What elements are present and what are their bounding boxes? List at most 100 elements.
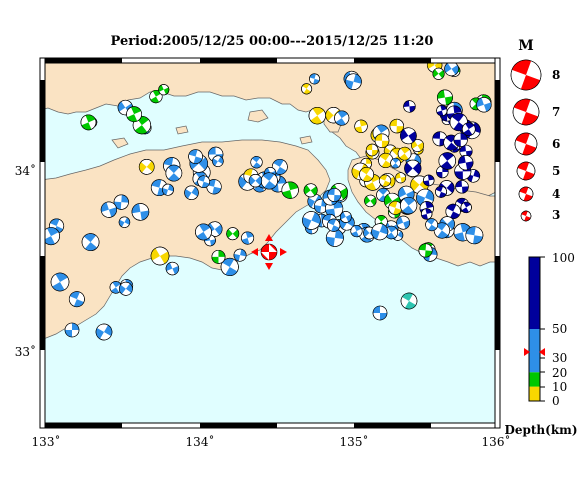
focal-mechanism-ball xyxy=(400,292,418,310)
focal-mechanism-ball xyxy=(100,201,117,218)
focal-mechanism-ball xyxy=(425,218,439,232)
focal-mechanism-ball xyxy=(188,149,203,164)
focal-mechanism-ball xyxy=(400,127,417,145)
focal-mechanism-ball xyxy=(303,183,318,198)
focal-mechanism-ball xyxy=(520,210,532,222)
focal-mechanism-ball xyxy=(436,105,448,117)
focal-mechanism-ball xyxy=(138,159,155,175)
focal-mechanism-ball xyxy=(195,223,212,241)
focal-mechanism-ball xyxy=(418,243,433,258)
focal-mechanism-ball xyxy=(184,185,199,200)
focal-mechanism-ball xyxy=(339,211,352,223)
focal-mechanism-ball xyxy=(301,83,313,95)
focal-mechanism-ball xyxy=(403,100,416,113)
lat-tick-label: 34˚ xyxy=(15,163,36,178)
focal-mechanism-layer xyxy=(42,58,492,341)
focal-mechanism-ball xyxy=(81,233,100,251)
lon-tick-label: 133˚ xyxy=(32,434,61,449)
focal-mechanism-ball xyxy=(455,180,469,194)
land-islet xyxy=(299,135,313,145)
focal-mechanism-ball xyxy=(514,132,538,156)
focal-mechanism-ball xyxy=(212,155,224,167)
focal-mechanism-ball xyxy=(158,84,170,96)
focal-mechanism-ball xyxy=(350,225,363,238)
lon-tick-label: 134˚ xyxy=(186,434,215,449)
focal-mechanism-ball xyxy=(260,172,278,190)
focal-mechanism-ball xyxy=(354,119,368,133)
depth-tick-label: 30 xyxy=(552,351,567,365)
focal-mechanism-ball xyxy=(435,185,448,198)
depth-tick-label: 10 xyxy=(552,380,567,394)
focal-mechanism-ball xyxy=(309,73,320,85)
focal-mechanism-ball xyxy=(420,208,433,220)
focal-mechanism-ball xyxy=(436,89,453,106)
lon-tick-label: 135˚ xyxy=(340,434,369,449)
focal-mechanism-ball xyxy=(423,174,435,187)
focal-mechanism-ball xyxy=(411,139,425,152)
land-islet xyxy=(175,125,189,135)
focal-mechanism-ball xyxy=(50,272,70,292)
focal-mechanism-ball xyxy=(396,215,411,230)
red-triangle-icon xyxy=(280,248,287,256)
red-triangle-icon xyxy=(524,348,530,356)
depth-tick-label: 100 xyxy=(552,251,575,265)
focal-mechanism-ball xyxy=(384,225,399,240)
depth-band xyxy=(529,257,540,329)
focal-mechanism-ball xyxy=(211,249,226,264)
focal-mechanism-ball xyxy=(445,203,461,220)
map-area xyxy=(40,58,500,428)
focal-mechanism-ball xyxy=(233,248,247,262)
focal-mechanism-ball xyxy=(68,291,85,308)
focal-mechanism-ball xyxy=(510,59,542,91)
focal-mechanism-ball xyxy=(395,172,407,184)
focal-mechanism-ball xyxy=(220,257,239,277)
focal-mechanism-ball xyxy=(197,175,210,189)
magnitude-heading: M xyxy=(518,38,534,54)
focal-mechanism-ball xyxy=(365,143,379,157)
focal-mechanism-ball xyxy=(512,98,540,126)
focal-mechanism-ball xyxy=(400,196,418,215)
focal-mechanism-ball xyxy=(364,194,377,208)
focal-mechanism-ball xyxy=(404,159,422,177)
main-event-marker xyxy=(251,234,287,270)
focal-mechanism-ball xyxy=(378,174,392,187)
magnitude-label: 4 xyxy=(552,187,560,201)
focal-mechanism-ball xyxy=(458,155,474,171)
depth-band xyxy=(529,386,540,401)
focal-mechanism-ball xyxy=(308,106,326,125)
focal-mechanism-ball xyxy=(518,186,534,202)
focal-mechanism-ball xyxy=(64,322,80,338)
focal-mechanism-ball xyxy=(162,183,174,196)
focal-mechanism-ball xyxy=(131,203,150,221)
focal-mechanism-ball xyxy=(281,181,299,199)
red-triangle-icon xyxy=(265,234,273,241)
magnitude-label: 5 xyxy=(552,164,560,178)
focal-mechanism-ball xyxy=(432,67,445,80)
focal-mechanism-ball xyxy=(374,133,390,148)
magnitude-label: 8 xyxy=(552,68,560,82)
focal-mechanism-ball xyxy=(95,323,113,341)
focal-mechanism-ball xyxy=(250,156,263,169)
focal-mechanism-ball xyxy=(359,167,374,182)
focal-mechanism-ball xyxy=(150,246,170,266)
red-triangle-icon xyxy=(251,248,258,256)
focal-mechanism-ball xyxy=(461,122,476,136)
depth-band xyxy=(529,372,540,387)
focal-mechanism-ball xyxy=(327,218,341,232)
focal-mechanism-ball xyxy=(460,201,472,214)
focal-mechanism-ball xyxy=(80,114,97,131)
focal-mechanism-ball xyxy=(302,211,321,230)
focal-mechanism-ball xyxy=(397,146,412,161)
depth-band xyxy=(529,329,540,373)
focal-mechanism-ball xyxy=(476,97,492,113)
focal-mechanism-ball xyxy=(327,188,342,202)
map-title: Period:2005/12/25 00:00---2015/12/25 11:… xyxy=(111,34,434,49)
focal-mechanism-ball xyxy=(390,157,401,169)
focal-mechanism-ball xyxy=(465,226,484,245)
depth-tick-label: 20 xyxy=(552,366,567,380)
red-triangle-icon xyxy=(539,348,545,356)
depth-tick-label: 0 xyxy=(552,394,560,408)
focal-mechanism-ball xyxy=(42,227,60,246)
magnitude-legend: M 8 7 6 5 4 3 xyxy=(510,38,560,222)
